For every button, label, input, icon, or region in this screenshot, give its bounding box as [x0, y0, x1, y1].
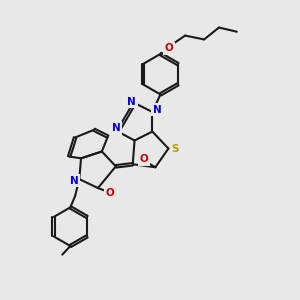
Text: N: N [153, 105, 161, 115]
Text: N: N [70, 176, 78, 186]
Text: S: S [171, 143, 179, 154]
Text: O: O [106, 188, 114, 198]
Text: O: O [165, 44, 174, 53]
Text: N: N [127, 97, 136, 106]
Text: N: N [112, 123, 121, 133]
Text: O: O [140, 154, 148, 164]
